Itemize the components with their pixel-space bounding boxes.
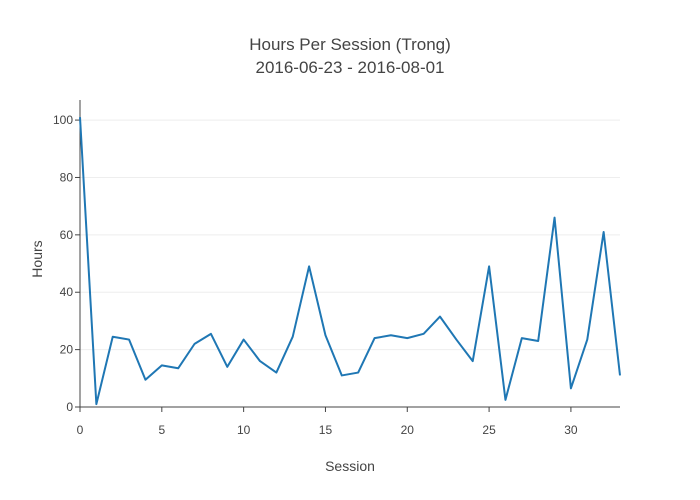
y-tick-label: 60 <box>60 228 74 242</box>
y-tick-label: 100 <box>53 113 73 127</box>
gridlines <box>80 119 620 351</box>
y-axis-title: Hours <box>29 240 45 277</box>
y-tick-label: 0 <box>66 400 73 414</box>
chart-title: Hours Per Session (Trong) <box>249 35 451 54</box>
y-axis-ticks: 0 20 40 60 80 100 <box>53 113 80 414</box>
x-tick-label: 10 <box>237 423 251 437</box>
series-group <box>79 117 621 406</box>
y-tick-label: 40 <box>60 285 74 299</box>
x-tick-label: 20 <box>401 423 415 437</box>
y-tick-label: 80 <box>60 170 74 184</box>
x-axis-title: Session <box>325 458 375 474</box>
chart-subtitle: 2016-06-23 - 2016-08-01 <box>255 58 444 77</box>
x-axis-ticks: 0 5 10 15 20 25 30 <box>77 407 578 437</box>
x-tick-label: 25 <box>482 423 496 437</box>
y-tick-label: 20 <box>60 343 74 357</box>
series-line <box>79 117 621 406</box>
x-tick-label: 30 <box>564 423 578 437</box>
x-tick-label: 5 <box>158 423 165 437</box>
x-tick-label: 15 <box>319 423 333 437</box>
x-tick-label: 0 <box>77 423 84 437</box>
